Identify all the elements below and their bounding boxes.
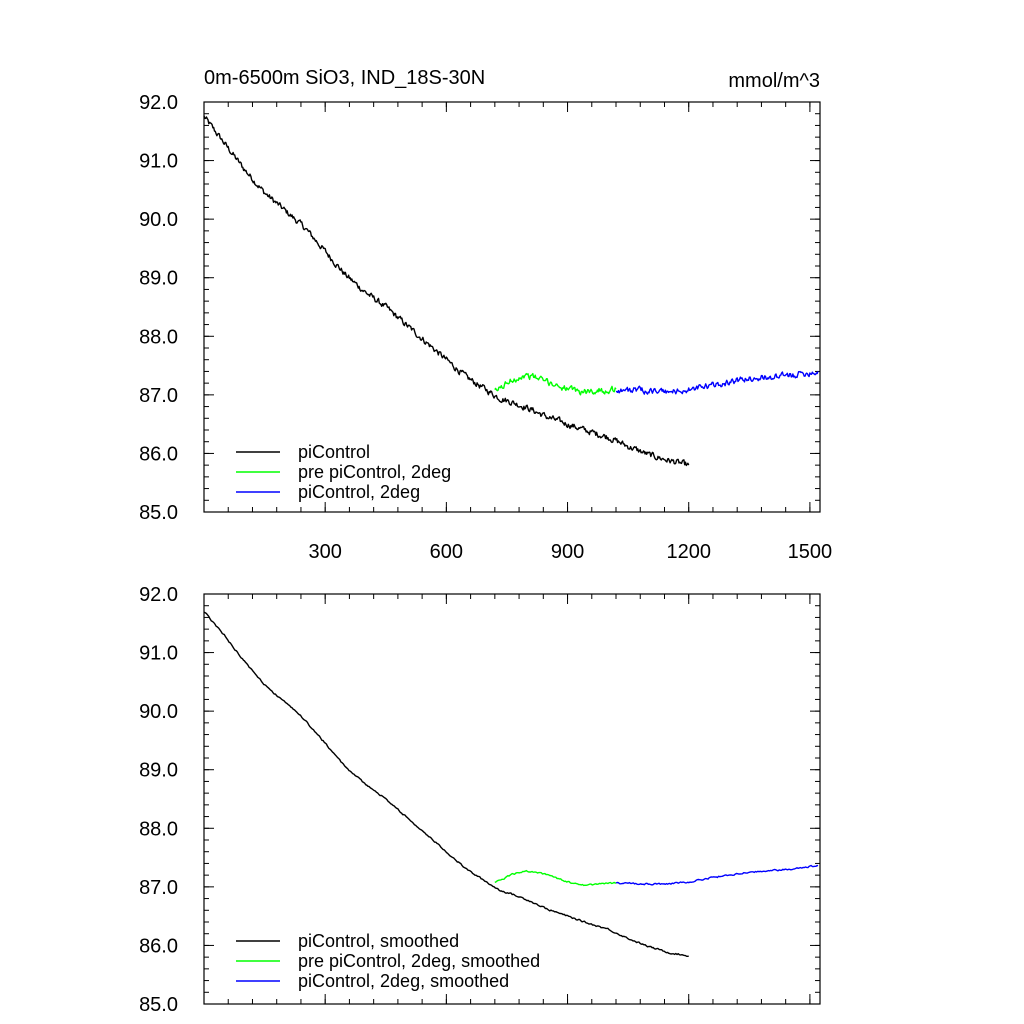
chart-title: 0m-6500m SiO3, IND_18S-30N [204,67,485,89]
legend-label: piControl, 2deg, smoothed [298,971,509,991]
y-tick-label: 92.0 [139,584,178,606]
series-line [615,864,819,886]
y-tick-label: 91.0 [139,151,178,173]
x-tick-label: 1200 [666,541,711,563]
series-group [203,115,819,467]
plot-frame [203,593,821,1005]
y-tick-label: 90.0 [139,701,178,723]
y-tick-label: 86.0 [139,935,178,957]
series-line [494,869,617,887]
y-tick-label: 88.0 [139,326,178,348]
y-tick-label: 90.0 [139,209,178,231]
tick-group: 85.0 86.0 87.0 88.0 89.0 90.0 91.0 92.0 [139,584,820,1016]
x-tick-label: 1500 [788,541,833,563]
legend-label: piControl [298,442,370,462]
y-tick-label: 85.0 [139,994,178,1016]
y-tick-label: 89.0 [139,268,178,290]
plot-frame [203,101,821,513]
legend-label: piControl, smoothed [298,931,459,951]
units-label: mmol/m^3 [728,70,820,92]
series-group [203,611,819,957]
y-tick-label: 87.0 [139,385,178,407]
legend-label: pre piControl, 2deg [298,462,451,482]
x-tick-label: 600 [430,541,463,563]
panel-bottom: 85.0 86.0 87.0 88.0 89.0 90.0 91.0 92.0 piContr… [139,584,821,1016]
series-line [494,372,617,396]
y-tick-label: 86.0 [139,443,178,465]
panel-top: 0m-6500m SiO3, IND_18S-30N mmol/m^3 85.0… [139,67,832,563]
x-tick-label: 900 [551,541,584,563]
series-line [203,611,689,957]
legend-label: piControl, 2deg [298,482,420,502]
series-line [616,370,819,395]
y-tick-label: 88.0 [139,818,178,840]
x-tick-label: 300 [308,541,341,563]
y-tick-label: 91.0 [139,643,178,665]
legend-label: pre piControl, 2deg, smoothed [298,951,540,971]
y-tick-label: 89.0 [139,760,178,782]
tick-group: 85.0 86.0 87.0 88.0 89.0 90.0 91.0 92.0 300 600 90… [139,92,832,563]
y-tick-label: 87.0 [139,877,178,899]
y-tick-label: 85.0 [139,502,178,524]
y-tick-label: 92.0 [139,92,178,114]
series-line [203,115,690,467]
